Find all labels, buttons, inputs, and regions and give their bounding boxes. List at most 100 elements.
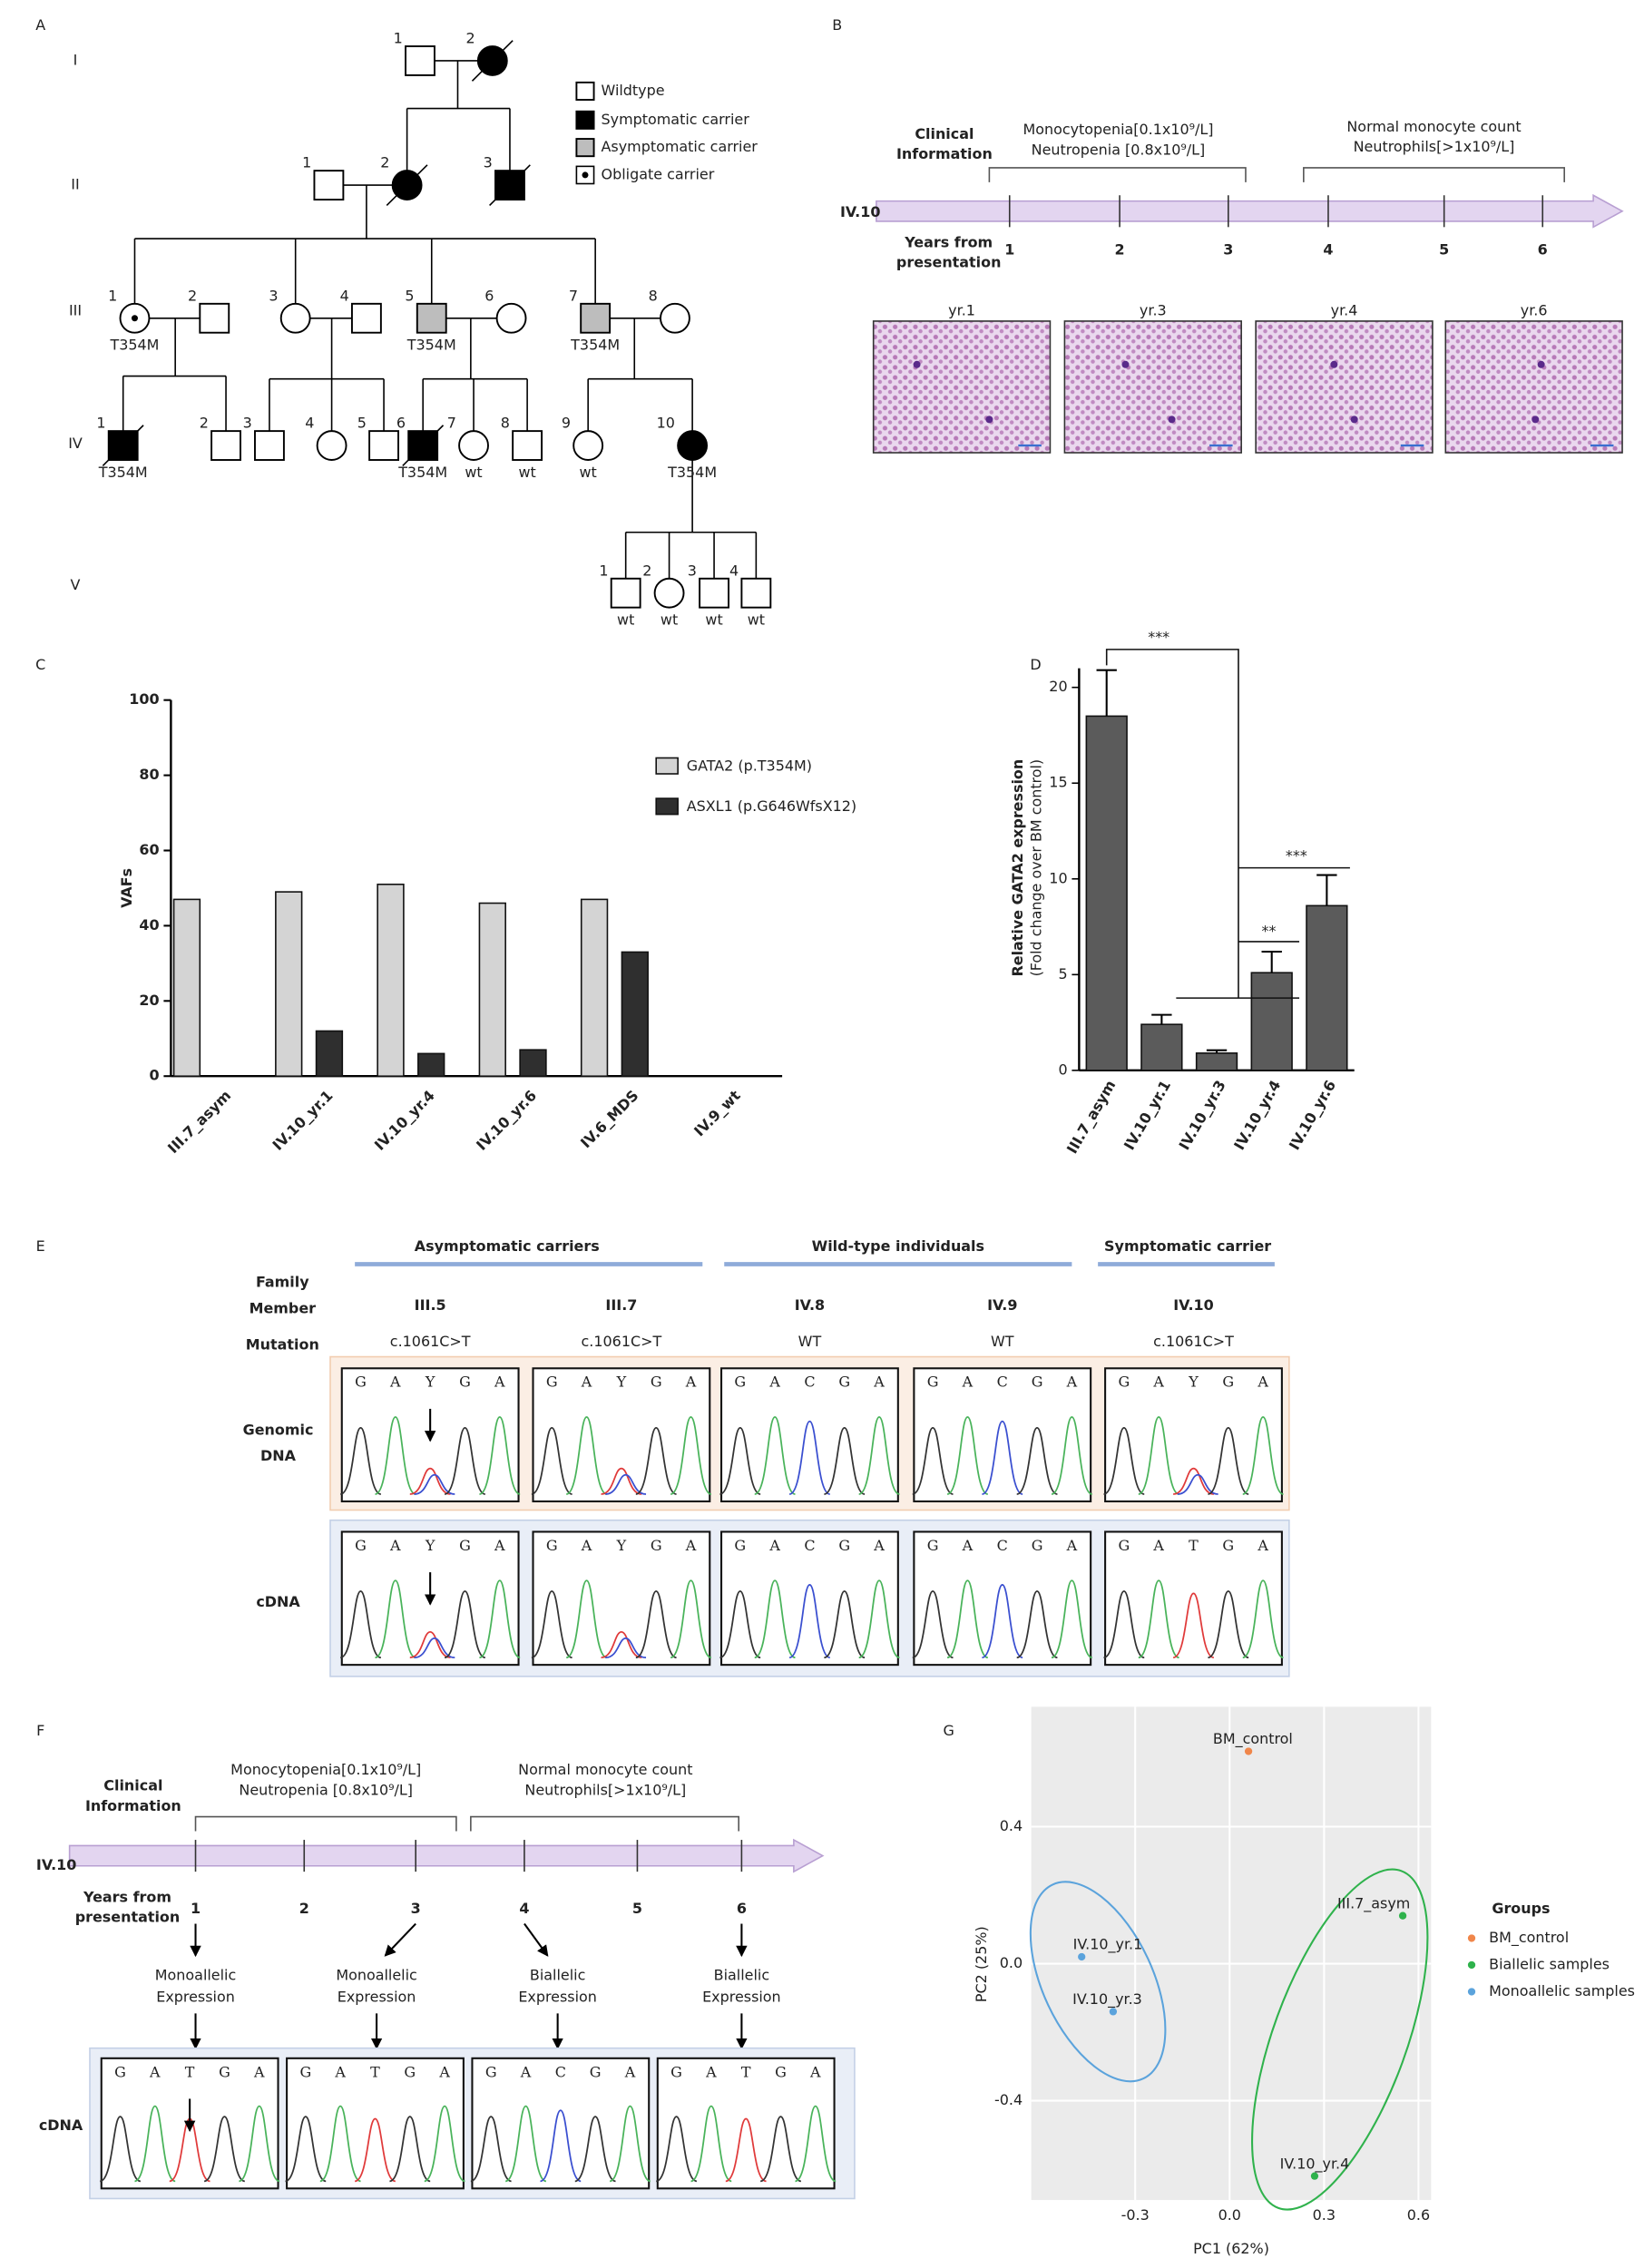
chromatogram-peak [635, 1426, 677, 1495]
phase-bracket [988, 167, 1247, 182]
base-letter: A [873, 1374, 885, 1391]
chromatogram-peak [409, 1467, 451, 1495]
bar [1195, 1052, 1238, 1071]
scatter-point [1244, 1747, 1253, 1755]
chromatogram-peak [99, 2116, 142, 2183]
legend-label: Wildtype [602, 82, 665, 99]
chromatogram-peak [609, 2105, 651, 2183]
individual-number: 2 [465, 30, 475, 47]
y-tick-label: 0 [150, 1067, 160, 1084]
y-tick-label: 5 [1058, 965, 1067, 982]
chromatogram-peak [1016, 1590, 1058, 1659]
chromatogram-peak [601, 1467, 642, 1495]
genotype-label: T354M [397, 464, 447, 481]
chromatogram-peak [670, 1416, 712, 1495]
chromatogram-peak [375, 1416, 416, 1495]
chromatogram-peak [319, 2105, 361, 2183]
expression-label: Monoallelic [336, 1966, 416, 1983]
legend-swatch [655, 757, 679, 775]
y-axis-label: VAFs [118, 868, 135, 908]
chromatogram-peak [1016, 1426, 1058, 1495]
point-label: BM_control [1213, 1730, 1293, 1748]
phase-label: Monocytopenia[0.1x10⁹/L] [1023, 121, 1213, 138]
base-letter: G [299, 2063, 311, 2080]
legend-marker [1467, 1960, 1476, 1970]
chromatogram-peak [946, 1579, 989, 1659]
deceased-slash [386, 164, 428, 206]
group-header: Symptomatic carrier [1104, 1237, 1271, 1255]
pedigree-individual [405, 45, 435, 76]
base-letter: Y [425, 1537, 435, 1554]
expression-label: Biallelic [714, 1966, 769, 1983]
chromatogram-peak [540, 2109, 582, 2183]
base-letter: A [1152, 1537, 1164, 1554]
x-tick-label: IV.9_wt [690, 1087, 744, 1140]
chromatogram-peak [759, 2116, 802, 2183]
chromatogram-peak [479, 1416, 521, 1495]
chromatogram-peak [1138, 1579, 1179, 1659]
generation-label: V [71, 576, 81, 593]
chromatogram-peak [601, 1630, 642, 1659]
pedigree-individual [572, 430, 604, 461]
base-letter: G [734, 1537, 746, 1554]
base-letter: A [962, 1537, 974, 1554]
significance-label: *** [1148, 629, 1169, 646]
year-label: 1 [1004, 240, 1014, 258]
phase-bracket [1303, 167, 1565, 182]
pedigree-individual [610, 577, 641, 609]
base-letter: G [355, 1537, 367, 1554]
base-letter: G [219, 2063, 230, 2080]
year-label: 5 [1439, 240, 1449, 258]
pedigree-individual [580, 302, 612, 334]
base-letter: A [685, 1374, 697, 1391]
x-tick-label: 0.3 [1313, 2206, 1336, 2224]
smear-image [1444, 320, 1623, 454]
y-tick-label: 100 [129, 690, 159, 708]
genotype-label: T354M [667, 464, 717, 481]
chromatogram-peak [858, 1416, 900, 1495]
member-label: IV.10 [1173, 1296, 1213, 1314]
base-letter: G [651, 1374, 662, 1391]
y-axis-label: Relative GATA2 expression [1009, 759, 1026, 977]
mutation-label: c.1061C>T [582, 1333, 662, 1350]
phase-label: Monocytopenia[0.1x10⁹/L] [230, 1761, 421, 1778]
chromatogram-peak [670, 1579, 712, 1659]
point-label: III.7_asym [1337, 1894, 1410, 1912]
smear-label: yr.4 [1331, 301, 1358, 318]
y-tick-label: 0 [1058, 1061, 1067, 1078]
y-axis-note: (Fold change over BM control) [1028, 759, 1045, 977]
x-tick-label: 0.0 [1218, 2206, 1241, 2224]
year-label: 4 [1323, 240, 1333, 258]
individual-number: 3 [269, 287, 278, 304]
x-tick-label: III.7_asym [164, 1087, 234, 1157]
chromatogram-peak [605, 1637, 647, 1659]
expression-arrow [524, 1922, 549, 1957]
legend-swatch [575, 81, 595, 101]
chromatogram-peak [389, 2116, 431, 2183]
bar [315, 1030, 344, 1078]
base-letter: A [809, 2063, 821, 2080]
x-tick-label: IV.10_yr.1 [269, 1087, 337, 1154]
base-letter: A [685, 1537, 697, 1554]
year-label: 1 [191, 1900, 201, 1917]
member-label: III.7 [605, 1296, 637, 1314]
base-letter: A [1152, 1374, 1164, 1391]
base-letter: G [546, 1537, 558, 1554]
chromatogram-peak [239, 2105, 280, 2183]
base-letter: G [1118, 1374, 1130, 1391]
chromatogram-peak [354, 2117, 396, 2183]
smear-cell [985, 415, 993, 424]
y-tick-label: 80 [139, 766, 159, 783]
individual-number: 3 [484, 154, 493, 171]
individual-number: 3 [243, 415, 252, 432]
x-tick-label: IV.10_yr.6 [473, 1087, 540, 1154]
base-letter: G [927, 1374, 939, 1391]
x-tick-label: IV.10_yr.4 [1230, 1077, 1284, 1153]
base-letter: G [355, 1374, 367, 1391]
base-letter: G [1222, 1537, 1234, 1554]
chromatogram-peak [635, 1590, 677, 1659]
expression-label: Biallelic [530, 1966, 585, 1983]
smear-cell [1537, 360, 1545, 368]
base-letter: Y [616, 1374, 627, 1391]
base-letter: G [1222, 1374, 1234, 1391]
